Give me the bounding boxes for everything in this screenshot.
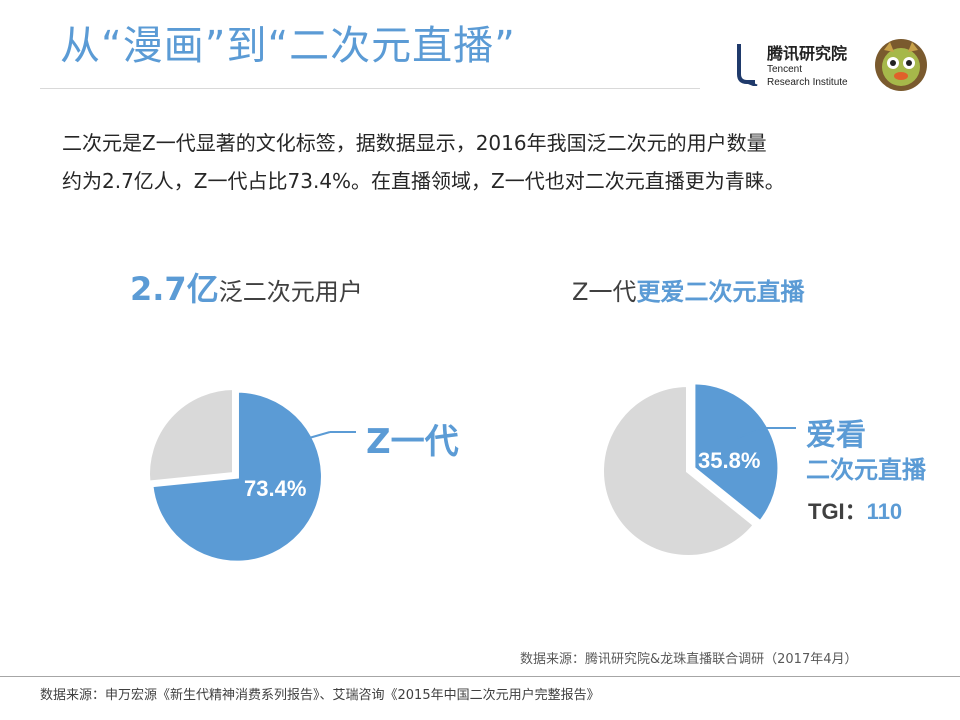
left-pie-slice-1 [149,388,325,565]
right-pct-label: 35.8% [698,448,761,473]
right-heading-prefix: Z一代 [572,278,637,306]
right-pie-chart [600,380,782,559]
left-chart-heading: 2.7亿泛二次元用户 [130,264,363,310]
user-count: 2.7亿 [130,270,219,308]
footer-divider [0,676,960,677]
title-divider [40,88,700,89]
right-heading-highlight: 更爱二次元直播 [636,278,805,306]
right-callout-line1: 爱看 [806,418,866,453]
tgi-label: TGI： [808,499,867,524]
slide-title: 从“漫画”到“二次元直播” [60,23,516,69]
left-callout-line [301,431,331,441]
survey-source-note: 数据来源：腾讯研究院&龙珠直播联合调研（2017年4月） [520,652,858,667]
logo-en-line2: Research Institute [767,77,848,88]
left-pct-label: 73.4% [244,476,307,501]
left-heading-text: 泛二次元用户 [218,278,363,306]
report-source-note: 数据来源：申万宏源《新生代精神消费系列报告》、艾瑞咨询《2015年中国二次元用户… [40,688,600,703]
right-pie-slice-2 [600,382,758,559]
intro-line-1: 二次元是Z一代显著的文化标签，据数据显示，2016年我国泛二次元的用户数量 [62,131,767,155]
right-callout-line [735,427,767,439]
intro-line-2: 约为2.7亿人，Z一代占比73.4%。在直播领域，Z一代也对二次元直播更为青睐。 [62,169,785,193]
intro-paragraph: 二次元是Z一代显著的文化标签，据数据显示，2016年我国泛二次元的用户数量 约为… [62,124,912,200]
right-chart-heading: Z一代更爱二次元直播 [572,272,804,307]
logo-en-line1: Tencent [767,64,803,75]
tgi-indicator: TGI：110 [808,494,902,526]
left-pie-slice-2 [146,385,236,485]
tencent-research-logo: 腾讯研究院 Tencent Research Institute [735,40,875,90]
logo-cn-name: 腾讯研究院 [767,44,848,63]
left-pie-chart [146,385,325,565]
right-pie-slice-1 [691,380,782,526]
right-callout-line2: 二次元直播 [806,456,926,484]
left-callout-label: Z一代 [366,422,459,462]
tencent-logo-icon [737,44,758,86]
tgi-value: 110 [866,499,903,524]
mascot-icon [875,39,927,91]
